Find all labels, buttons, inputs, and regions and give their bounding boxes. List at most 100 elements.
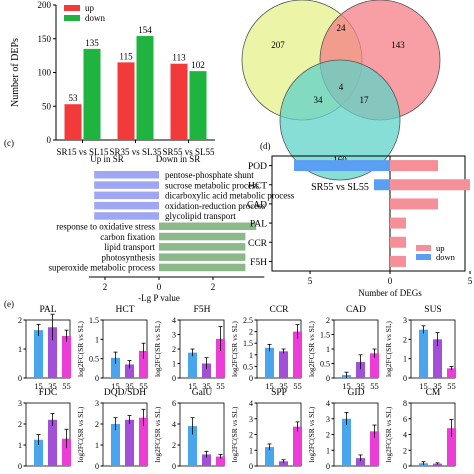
e-y-tick-label: 2 bbox=[403, 446, 407, 455]
e-x-tick-label: 55 bbox=[62, 381, 71, 391]
d-bar-up bbox=[390, 160, 438, 172]
e-x-tick-label: 55 bbox=[447, 381, 456, 391]
e-bar-55 bbox=[62, 335, 71, 378]
d-legend-swatch-up bbox=[416, 245, 431, 251]
e-x-tick-label: 55 bbox=[216, 381, 225, 391]
a-bar-down bbox=[83, 48, 101, 140]
e-y-tick-label: 1 bbox=[18, 345, 22, 354]
e-bar-55 bbox=[216, 456, 225, 466]
d-legend-label-up: up bbox=[436, 243, 445, 253]
e-y-tick-label: 0 bbox=[95, 374, 99, 383]
a-y-tick-label: 0 bbox=[47, 135, 52, 145]
e-y-tick-label: 4 bbox=[172, 316, 176, 325]
d-gene-label: HCT bbox=[248, 181, 267, 191]
e-bar-35 bbox=[48, 327, 57, 378]
e-subplot-title: PAL bbox=[39, 305, 56, 315]
a-y-tick-label: 200 bbox=[38, 0, 52, 10]
e-y-tick-label: 0 bbox=[403, 374, 407, 383]
e-y-tick-label: 6 bbox=[403, 415, 407, 424]
e-y-tick-label: 2 bbox=[249, 328, 253, 337]
e-y-tick-label: 4 bbox=[326, 399, 330, 408]
e-y-tick-label: 0 bbox=[249, 374, 253, 383]
e-bar-55 bbox=[139, 350, 148, 378]
c-term-label: glycolipid transport bbox=[165, 211, 236, 221]
e-bar-55 bbox=[293, 426, 302, 466]
a-x-tick-label: SR15 vs SL15 bbox=[56, 147, 109, 157]
e-y-axis-label: log2FC(SR vs SL) bbox=[76, 321, 85, 377]
c-bar-up bbox=[94, 171, 159, 179]
e-subplot-title: CAD bbox=[346, 305, 366, 315]
e-subplot-title: CCR bbox=[269, 305, 289, 315]
e-bar-35 bbox=[433, 339, 442, 378]
e-bar-35 bbox=[279, 351, 288, 378]
c-panel-label: (c) bbox=[4, 138, 14, 148]
a-bar-up bbox=[117, 62, 135, 140]
e-y-tick-label: 3 bbox=[18, 399, 22, 408]
c-bar-up bbox=[94, 212, 159, 220]
e-bar-55 bbox=[139, 417, 148, 466]
a-bar-value-label: 135 bbox=[85, 38, 99, 48]
d-legend-swatch-down bbox=[416, 254, 431, 260]
a-legend-label-up: up bbox=[85, 3, 95, 13]
e-y-tick-label: 0 bbox=[403, 462, 407, 471]
e-y-tick-label: 1 bbox=[172, 360, 176, 369]
c-header-left: Up in SR bbox=[90, 154, 124, 164]
c-term-label: photosynthesis bbox=[101, 252, 155, 262]
e-x-tick-label: 15 bbox=[34, 381, 43, 391]
e-bar-15 bbox=[342, 418, 351, 466]
e-y-tick-label: 0 bbox=[18, 374, 22, 383]
e-y-tick-label: 0 bbox=[249, 462, 253, 471]
c-x-tick-label: 0 bbox=[157, 282, 162, 292]
e-y-axis-label: log2FC(SR vs SL) bbox=[153, 321, 162, 377]
e-y-tick-label: 1.5 bbox=[243, 339, 253, 348]
e-bar-35 bbox=[48, 419, 57, 466]
e-y-tick-label: 3 bbox=[249, 415, 253, 424]
e-y-tick-label: 3 bbox=[326, 415, 330, 424]
e-subplot-title: FDC bbox=[39, 388, 57, 398]
e-y-tick-label: 3 bbox=[95, 399, 99, 408]
b-venn-circle bbox=[279, 59, 401, 181]
a-legend-swatch-up bbox=[64, 5, 80, 11]
e-bar-55 bbox=[447, 368, 456, 378]
e-y-tick-label: 0 bbox=[95, 462, 99, 471]
e-y-tick-label: 6 bbox=[172, 399, 176, 408]
e-y-tick-label: 0 bbox=[18, 462, 22, 471]
d-x-tick-label: 5 bbox=[468, 276, 473, 286]
e-x-tick-label: 35 bbox=[433, 381, 442, 391]
c-term-label: superoxide metabolic process bbox=[49, 263, 156, 273]
e-y-tick-label: 2 bbox=[326, 431, 330, 440]
e-y-tick-label: 0.5 bbox=[89, 355, 99, 364]
e-y-tick-label: 1.5 bbox=[89, 316, 99, 325]
e-y-tick-label: 0 bbox=[326, 462, 330, 471]
c-term-label: sucrose metabolic process bbox=[165, 180, 259, 190]
c-bar-down bbox=[159, 243, 246, 251]
d-gene-label: F5H bbox=[250, 258, 267, 268]
e-x-tick-label: 35 bbox=[125, 381, 134, 391]
e-y-tick-label: 4 bbox=[249, 399, 253, 408]
e-x-tick-label: 35 bbox=[202, 381, 211, 391]
c-bar-down bbox=[159, 232, 246, 241]
e-bar-55 bbox=[370, 353, 379, 378]
c-bar-up bbox=[94, 191, 159, 200]
e-y-tick-label: 2 bbox=[18, 316, 22, 325]
e-y-tick-label: 1 bbox=[18, 441, 22, 450]
a-legend-label-down: down bbox=[85, 13, 105, 23]
e-y-axis-label: log2FC(SR vs SL) bbox=[230, 406, 239, 462]
b-venn-count-bc: 17 bbox=[360, 95, 370, 105]
e-y-tick-label: 1 bbox=[95, 441, 99, 450]
e-x-tick-label: 15 bbox=[342, 381, 351, 391]
e-y-axis-label: log2FC(SR vs SL) bbox=[307, 321, 316, 377]
d-x-tick-label: 0 bbox=[388, 276, 393, 286]
e-y-tick-label: 2 bbox=[95, 420, 99, 429]
d-bar-up bbox=[390, 179, 470, 191]
e-y-tick-label: 0 bbox=[172, 374, 176, 383]
a-x-tick-label: SR35 vs SL35 bbox=[109, 147, 162, 157]
c-bar-up bbox=[94, 181, 159, 189]
e-bar-15 bbox=[419, 329, 428, 378]
e-y-axis-label: log2FC(SR vs SL) bbox=[307, 406, 316, 462]
d-bar-down bbox=[374, 179, 390, 191]
a-legend-swatch-down bbox=[64, 15, 80, 21]
e-bar-15 bbox=[265, 447, 274, 466]
b-venn-count-ac: 34 bbox=[314, 95, 324, 105]
e-subplot-title: GalU bbox=[192, 388, 213, 398]
